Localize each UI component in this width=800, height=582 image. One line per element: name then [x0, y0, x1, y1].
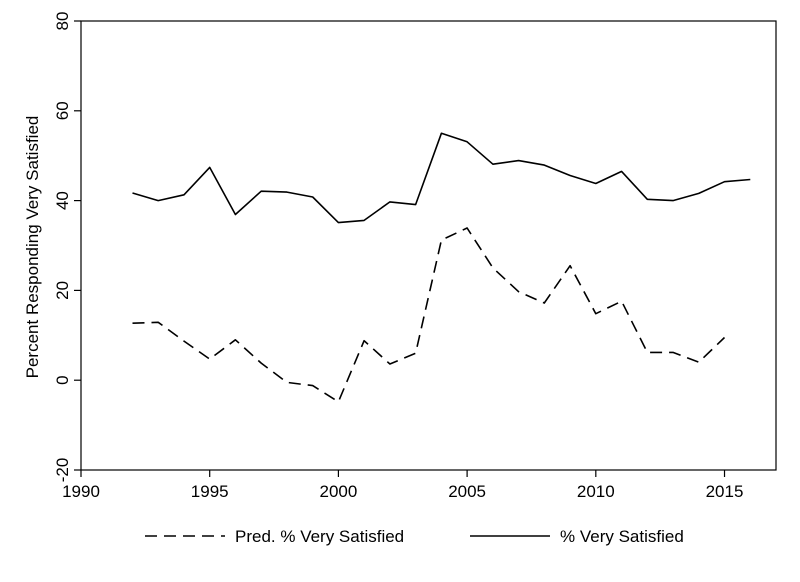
y-tick-label: 20 — [53, 281, 72, 300]
x-tick-label: 2000 — [319, 482, 357, 501]
x-tick-label: 1990 — [62, 482, 100, 501]
y-axis-title: Percent Responding Very Satisfied — [23, 116, 42, 379]
plot-area — [80, 20, 777, 471]
x-tick-label: 2010 — [577, 482, 615, 501]
y-tick-label: 60 — [53, 101, 72, 120]
series-line-pred-very-satisfied — [132, 227, 726, 403]
x-axis: 1990 1995 2000 2005 2010 2015 — [62, 470, 743, 501]
series-line-very-satisfied — [132, 132, 751, 224]
x-tick-label: 2005 — [448, 482, 486, 501]
y-tick-label: -20 — [53, 458, 72, 483]
series-layer — [132, 132, 751, 403]
x-tick-label: 2015 — [706, 482, 744, 501]
legend-label: Pred. % Very Satisfied — [235, 527, 404, 546]
plot-frame — [80, 20, 777, 471]
x-tick-label: 1995 — [191, 482, 229, 501]
legend-label: % Very Satisfied — [560, 527, 684, 546]
y-axis: -20 0 20 40 60 80 — [53, 12, 81, 483]
y-tick-label: 40 — [53, 191, 72, 210]
y-tick-label: 80 — [53, 12, 72, 31]
y-tick-label: 0 — [53, 375, 72, 384]
legend: Pred. % Very Satisfied % Very Satisfied — [145, 527, 684, 546]
